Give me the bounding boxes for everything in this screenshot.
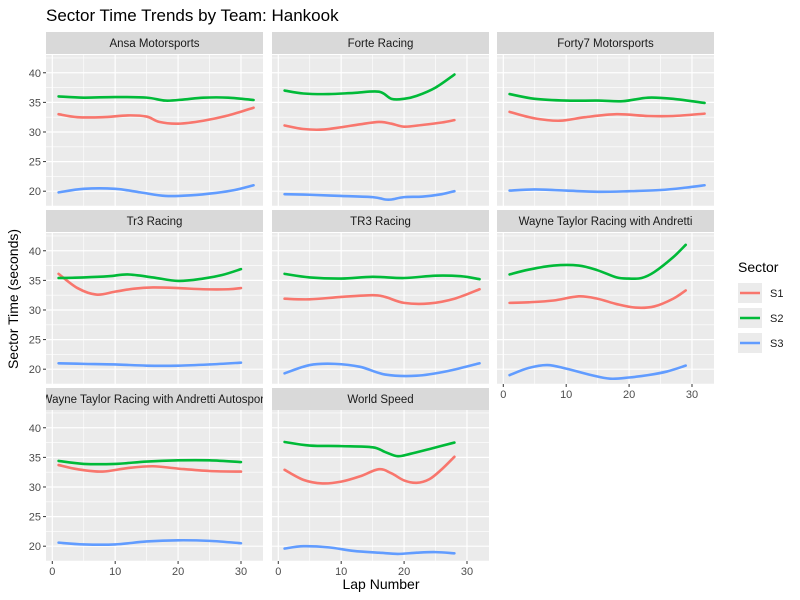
y-tick-label: 30: [29, 127, 41, 139]
series-line-s2: [283, 272, 481, 281]
x-axis-label: Lap Number: [342, 576, 419, 592]
x-tick-label: 0: [500, 389, 506, 401]
facet-strip: [272, 32, 489, 54]
series-line-s2: [283, 440, 456, 458]
series-line-s3: [57, 183, 255, 198]
panel-background: [497, 233, 714, 384]
series-line-s1: [57, 106, 255, 126]
series-line-s3: [283, 189, 456, 202]
legend-label: S3: [770, 338, 783, 350]
y-tick-label: 35: [29, 275, 41, 287]
facet-panel: Wayne Taylor Racing with Andretti Autosp…: [29, 388, 268, 578]
series-line-s1: [283, 118, 456, 132]
series-line-s1: [283, 455, 456, 485]
facet-strip-label: Ansa Motorsports: [109, 38, 199, 50]
x-tick-label: 10: [109, 566, 121, 578]
facet-strip: [497, 210, 714, 232]
facet-strip-label: World Speed: [347, 394, 413, 406]
y-tick-label: 40: [29, 423, 41, 435]
y-tick-label: 25: [29, 335, 41, 347]
facet-panel: World Speed 0 10 20 30: [272, 388, 489, 578]
y-tick-label: 20: [29, 541, 41, 553]
y-tick-label: 40: [29, 246, 41, 258]
legend: Sector S1 S2 S3: [738, 259, 783, 353]
facet-strip: [497, 32, 714, 54]
x-tick-label: 20: [172, 566, 184, 578]
facet-strip-label: Wayne Taylor Racing with Andretti: [519, 216, 693, 228]
x-tick-label: 10: [560, 389, 572, 401]
x-tick-label: 20: [623, 389, 635, 401]
series-line-s3: [508, 183, 706, 194]
x-tick-label: 0: [275, 566, 281, 578]
facet-strip-label: TR3 Racing: [350, 216, 411, 228]
facet-panel: Wayne Taylor Racing with Andretti 0 10 20 30: [497, 210, 714, 401]
y-tick-label: 40: [29, 68, 41, 80]
series-line-s3: [57, 538, 243, 547]
y-tick-label: 30: [29, 305, 41, 317]
facet-strip: [46, 210, 263, 232]
panel-background: [272, 410, 489, 561]
series-line-s1: [57, 272, 243, 296]
facet-strip: [272, 210, 489, 232]
series-line-s2: [283, 73, 456, 101]
facet-strip-label: Forte Racing: [348, 38, 414, 50]
series-line-s1: [57, 463, 243, 473]
panel-background: [497, 55, 714, 206]
y-tick-label: 35: [29, 452, 41, 464]
series-line-s2: [508, 243, 687, 281]
facet-panel: Forte Racing: [272, 32, 489, 207]
y-tick-label: 35: [29, 97, 41, 109]
facet-strip: [46, 32, 263, 54]
facet-strip-label: Tr3 Racing: [127, 216, 183, 228]
facet-strip: [272, 388, 489, 410]
legend-title: Sector: [738, 259, 779, 275]
panel-background: [272, 233, 489, 384]
series-line-s2: [57, 267, 243, 283]
series-line-s2: [508, 92, 706, 105]
x-tick-label: 0: [49, 566, 55, 578]
panel-background: [272, 55, 489, 206]
x-tick-label: 30: [461, 566, 473, 578]
x-tick-label: 30: [235, 566, 247, 578]
panel-background: [46, 55, 263, 206]
facet-strip: [46, 388, 263, 410]
facet-panel: Ansa Motorsports 20 25 30 35 40: [29, 32, 263, 207]
chart-title: Sector Time Trends by Team: Hankook: [46, 6, 339, 25]
facet-panel: Forty7 Motorsports: [497, 32, 714, 207]
x-tick-label: 10: [335, 566, 347, 578]
y-tick-label: 30: [29, 482, 41, 494]
series-line-s1: [508, 110, 706, 123]
series-line-s1: [283, 287, 481, 306]
y-axis-label: Sector Time (seconds): [5, 229, 21, 369]
facet-strip-label: Forty7 Motorsports: [557, 38, 654, 50]
facet-strip-label: Wayne Taylor Racing with Andretti Autosp…: [42, 394, 268, 406]
y-tick-label: 25: [29, 512, 41, 524]
legend-label: S1: [770, 288, 783, 300]
y-tick-label: 20: [29, 186, 41, 198]
y-tick-label: 25: [29, 157, 41, 169]
series-line-s2: [57, 95, 255, 102]
series-line-s1: [508, 289, 687, 310]
series-line-s3: [283, 544, 456, 556]
panel-background: [46, 410, 263, 561]
x-tick-label: 20: [398, 566, 410, 578]
series-line-s2: [57, 458, 243, 466]
series-line-s3: [283, 361, 481, 378]
y-tick-label: 20: [29, 364, 41, 376]
panel-background: [46, 233, 263, 384]
series-line-s3: [57, 361, 243, 368]
x-tick-label: 30: [686, 389, 698, 401]
series-line-s3: [508, 363, 687, 381]
legend-label: S2: [770, 313, 783, 325]
facet-panel: TR3 Racing: [272, 210, 489, 385]
facet-panel: Tr3 Racing 20 25 30 35 40: [29, 210, 263, 385]
facet-panels: Ansa Motorsports 20 25 30 35 40 Forte Racing Fo…: [29, 32, 714, 578]
